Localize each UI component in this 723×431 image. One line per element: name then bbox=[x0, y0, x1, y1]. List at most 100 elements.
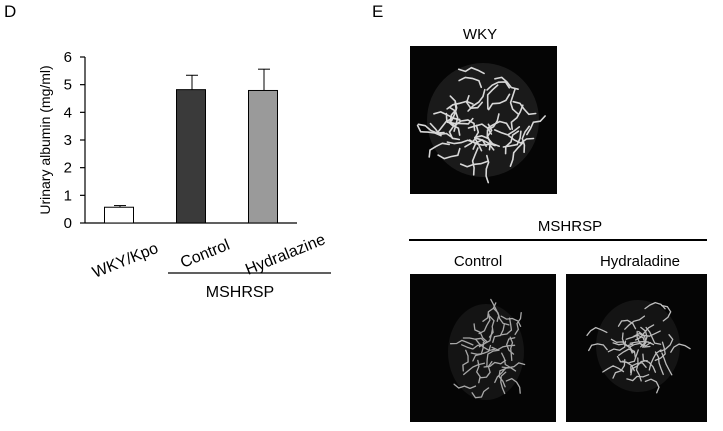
tissue-texture bbox=[612, 359, 626, 379]
tissue-texture bbox=[505, 377, 521, 394]
y-axis-label: Urinary albumin (mg/ml) bbox=[37, 65, 53, 214]
tissue-texture bbox=[616, 355, 635, 372]
tissue-texture bbox=[654, 341, 666, 362]
y-tick-label: 2 bbox=[64, 160, 72, 177]
tissue-texture bbox=[467, 88, 486, 112]
tissue-texture bbox=[449, 339, 474, 346]
tissue-texture bbox=[486, 81, 511, 91]
tissue-texture bbox=[458, 76, 483, 89]
tissue-texture bbox=[472, 139, 496, 150]
tissue-texture bbox=[509, 336, 514, 362]
mshrsp-group-line bbox=[409, 239, 707, 241]
tissue-texture bbox=[644, 301, 666, 310]
y-tick-label: 0 bbox=[64, 215, 72, 232]
tissue-texture bbox=[446, 139, 476, 145]
tissue-texture bbox=[504, 130, 520, 155]
tissue-texture bbox=[508, 135, 535, 145]
tissue-texture bbox=[500, 317, 513, 336]
tissue-texture bbox=[473, 124, 483, 152]
tissue-texture bbox=[607, 340, 627, 353]
tissue-texture bbox=[502, 130, 522, 148]
y-tick-label: 5 bbox=[64, 77, 72, 94]
tissue-texture bbox=[488, 315, 495, 338]
tissue-texture bbox=[624, 315, 646, 330]
tissue-texture bbox=[642, 353, 657, 373]
y-tick-label: 4 bbox=[64, 104, 72, 121]
tissue-texture bbox=[473, 323, 488, 343]
tissue-texture bbox=[509, 88, 519, 115]
tissue-texture bbox=[449, 101, 458, 128]
tissue-texture bbox=[492, 323, 505, 343]
tissue-texture bbox=[453, 383, 477, 390]
tissue-texture bbox=[633, 332, 647, 348]
tissue-texture bbox=[498, 367, 507, 388]
tissue-texture bbox=[512, 100, 537, 116]
tissue-texture bbox=[486, 113, 500, 138]
tissue-texture bbox=[474, 338, 496, 352]
tissue-texture bbox=[638, 330, 661, 337]
tissue-texture bbox=[437, 147, 461, 160]
hydraladine-image-title: Hydraladine bbox=[599, 253, 681, 270]
tissue-texture bbox=[617, 319, 637, 330]
tissue-texture bbox=[586, 326, 608, 337]
tissue-texture bbox=[486, 349, 500, 367]
tissue-texture bbox=[475, 359, 481, 384]
bar-control bbox=[176, 89, 206, 224]
mshrsp-group-title: MSHRSP bbox=[537, 218, 603, 235]
tissue-texture bbox=[509, 141, 524, 167]
tissue-texture bbox=[490, 298, 500, 322]
tissue-texture bbox=[474, 134, 500, 148]
x-category-label: WKY/Kpo bbox=[90, 240, 161, 282]
tissue-texture bbox=[660, 304, 672, 322]
tissue-texture bbox=[634, 324, 655, 341]
y-tick-label: 1 bbox=[64, 187, 72, 204]
tissue-texture bbox=[494, 76, 519, 90]
group-label: MSHRSP bbox=[206, 284, 274, 300]
tissue-texture bbox=[588, 343, 608, 352]
tissue-texture bbox=[526, 115, 546, 136]
tissue-texture bbox=[654, 351, 664, 376]
tissue-texture bbox=[630, 361, 647, 374]
wky-image-title: WKY bbox=[462, 26, 498, 43]
tissue-texture bbox=[462, 349, 469, 372]
y-tick-label: 6 bbox=[64, 49, 72, 66]
tissue-texture bbox=[521, 125, 530, 153]
hydraladine-micrograph bbox=[566, 274, 707, 422]
tissue-texture bbox=[416, 124, 442, 137]
tissue-texture bbox=[486, 84, 499, 110]
albumin-bar-chart: 0 1 2 3 4 5 6 Urinary albumin (mg/ml) WKY/Kpo Con… bbox=[37, 49, 331, 300]
tissue-texture bbox=[644, 378, 660, 394]
tissue-texture bbox=[626, 374, 650, 382]
tissue-texture bbox=[448, 121, 461, 141]
tissue-texture bbox=[485, 154, 490, 184]
tissue-texture bbox=[494, 366, 513, 384]
tissue-texture bbox=[500, 315, 522, 327]
tissue-texture bbox=[446, 100, 474, 110]
tissue-texture bbox=[445, 112, 461, 136]
tissue-texture bbox=[602, 365, 625, 373]
tissue-texture bbox=[610, 338, 634, 347]
tissue-texture bbox=[491, 344, 516, 351]
wky-micrograph bbox=[410, 46, 557, 194]
control-image-title: Control bbox=[453, 253, 503, 270]
tissue-texture bbox=[457, 66, 485, 75]
tissue-texture bbox=[461, 343, 485, 350]
tissue-texture bbox=[493, 126, 521, 136]
tissue-texture bbox=[636, 330, 651, 348]
tissue-texture bbox=[478, 313, 491, 335]
tissue-texture bbox=[417, 123, 445, 134]
bar-wky-kpo bbox=[104, 206, 134, 224]
tissue-texture bbox=[645, 326, 662, 345]
panel-d-label: D bbox=[4, 2, 17, 21]
tissue-texture bbox=[648, 349, 662, 371]
tissue-texture bbox=[479, 360, 493, 379]
tissue-texture bbox=[487, 93, 511, 111]
tissue-texture bbox=[661, 352, 673, 376]
control-micrograph bbox=[410, 274, 556, 422]
tissue-texture bbox=[514, 312, 522, 336]
tissue-texture bbox=[510, 104, 524, 130]
x-category-label: Hydralazine bbox=[243, 231, 328, 278]
tissue-texture bbox=[428, 142, 450, 158]
tissue-texture bbox=[670, 343, 691, 353]
tissue-texture bbox=[501, 352, 517, 372]
